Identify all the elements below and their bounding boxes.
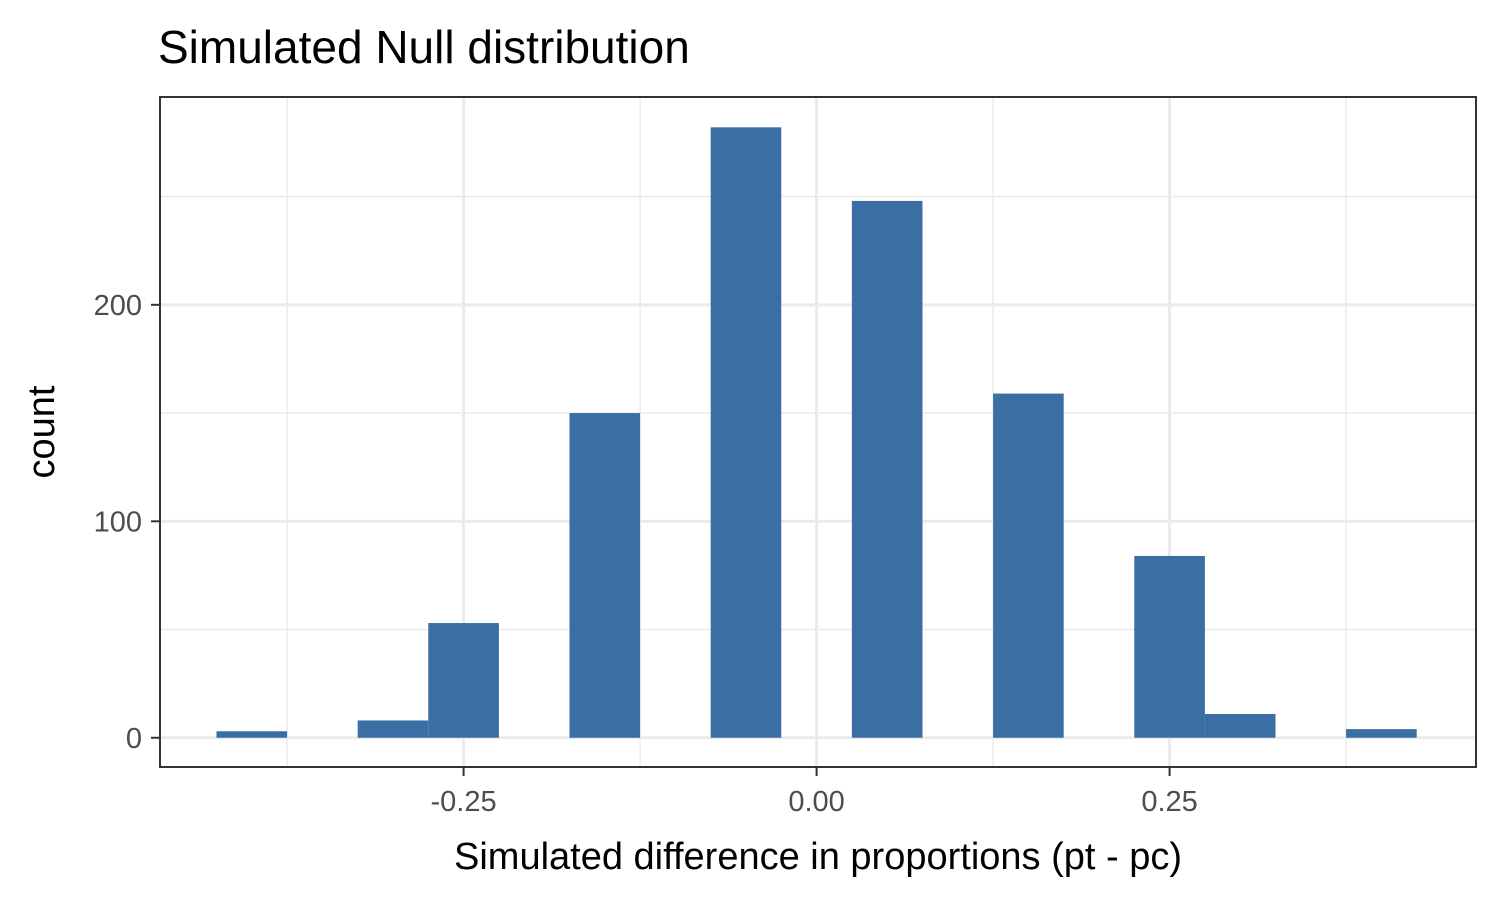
x-tick-label: -0.25 <box>431 786 497 818</box>
grid-lines <box>160 97 1476 767</box>
y-tick-label: 0 <box>126 723 142 755</box>
panel-border <box>159 96 1477 768</box>
x-axis-ticks: -0.25 0.00 0.25 <box>431 767 1198 818</box>
histogram-bar <box>428 623 499 738</box>
histogram-bar <box>357 720 429 738</box>
histogram-bar <box>1204 713 1276 738</box>
x-tick-label: 0.00 <box>788 786 844 818</box>
y-axis-ticks: 0 100 200 <box>94 290 160 755</box>
x-tick-label: 0.25 <box>1141 786 1197 818</box>
y-axis-title: count <box>21 385 63 478</box>
histogram-bar <box>993 393 1064 738</box>
y-tick-label: 200 <box>94 290 142 322</box>
histogram-bar <box>1346 729 1417 738</box>
histogram-bar <box>1134 555 1205 738</box>
y-tick-label: 100 <box>94 506 142 538</box>
chart-title: Simulated Null distribution <box>158 21 690 73</box>
histogram-bar <box>851 200 923 738</box>
histogram-bar <box>216 731 288 738</box>
histogram-bar <box>569 413 641 738</box>
histogram-bar <box>710 127 782 738</box>
histogram-bars <box>216 127 1417 738</box>
x-axis-title: Simulated difference in proportions (pt … <box>454 836 1182 878</box>
